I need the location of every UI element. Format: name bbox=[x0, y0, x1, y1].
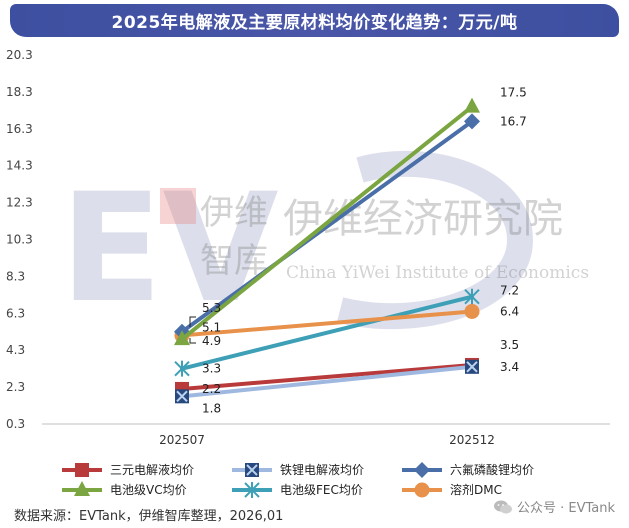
y-tick-label: 6.3 bbox=[6, 306, 25, 320]
data-label: 16.7 bbox=[500, 114, 527, 128]
legend-marker bbox=[74, 481, 90, 496]
data-label: 3.5 bbox=[500, 338, 519, 352]
series-line bbox=[180, 362, 474, 391]
data-label: 3.4 bbox=[500, 360, 519, 374]
data-point bbox=[174, 360, 190, 377]
series-line bbox=[180, 294, 474, 371]
y-tick-label: 8.3 bbox=[6, 269, 25, 283]
legend-marker bbox=[414, 482, 430, 498]
data-label: 7.2 bbox=[500, 284, 519, 298]
y-tick-label: 12.3 bbox=[6, 196, 33, 210]
y-tick-label: 14.3 bbox=[6, 159, 33, 173]
legend-label: 六氟磷酸锂均价 bbox=[450, 462, 534, 477]
wechat-label: 公众号 · EVTank bbox=[516, 501, 615, 516]
y-tick-label: 16.3 bbox=[6, 122, 33, 136]
y-tick-label: 0.3 bbox=[6, 417, 25, 431]
data-point bbox=[464, 288, 480, 305]
legend-marker bbox=[245, 463, 259, 477]
data-point bbox=[174, 330, 190, 346]
data-label: 5.1 bbox=[202, 320, 221, 334]
label-leader bbox=[189, 338, 196, 344]
chart-title-bar: 2025年电解液及主要原材料均价变化趋势：万元/吨 bbox=[10, 4, 619, 37]
legend-item: 铁锂电解液均价 bbox=[232, 462, 364, 477]
chart-title: 2025年电解液及主要原材料均价变化趋势：万元/吨 bbox=[111, 13, 518, 33]
legend-item: 电池级FEC均价 bbox=[232, 482, 363, 498]
data-point bbox=[464, 113, 480, 130]
data-label: 6.4 bbox=[500, 304, 519, 318]
x-tick-label: 202507 bbox=[159, 433, 205, 447]
legend-label: 三元电解液均价 bbox=[110, 462, 194, 477]
label-leader bbox=[189, 316, 196, 327]
data-source-note: 数据来源：EVTank，伊维智库整理，2026,01 bbox=[14, 509, 284, 524]
legend-item: 电池级VC均价 bbox=[62, 481, 187, 497]
series-2 bbox=[175, 359, 479, 404]
watermark-cn: 伊维经济研究院 bbox=[283, 196, 563, 242]
watermark-logo-block bbox=[160, 188, 196, 224]
legend-marker bbox=[414, 462, 430, 478]
watermark-letters: EV bbox=[60, 162, 279, 336]
y-tick-label: 4.3 bbox=[6, 343, 25, 357]
watermark: EV bbox=[60, 150, 534, 336]
legend-label: 电池级FEC均价 bbox=[280, 483, 363, 497]
legend-item: 三元电解液均价 bbox=[62, 462, 194, 477]
data-label: 2.2 bbox=[202, 382, 221, 396]
series-line bbox=[180, 104, 474, 342]
legend-label: 铁锂电解液均价 bbox=[280, 462, 364, 477]
series-line bbox=[180, 364, 474, 399]
legend-label: 溶剂DMC bbox=[450, 482, 502, 497]
wechat-icon bbox=[493, 500, 512, 513]
legend-item: 溶剂DMC bbox=[402, 482, 502, 498]
data-label: 17.5 bbox=[500, 86, 527, 100]
data-point bbox=[464, 97, 480, 113]
data-point bbox=[465, 359, 479, 374]
y-tick-label: 10.3 bbox=[6, 233, 33, 247]
y-tick-label: 18.3 bbox=[6, 85, 33, 99]
data-label: 5.3 bbox=[202, 301, 221, 315]
legend-label: 电池级VC均价 bbox=[110, 483, 187, 497]
series-5 bbox=[174, 288, 480, 377]
watermark-logo-top: 伊维 bbox=[200, 193, 268, 233]
legend-marker bbox=[244, 482, 260, 498]
series-4 bbox=[174, 97, 480, 346]
y-tick-label: 2.3 bbox=[6, 380, 25, 394]
data-label: 3.3 bbox=[202, 362, 221, 376]
y-tick-label: 20.3 bbox=[6, 48, 33, 62]
legend-marker bbox=[75, 463, 89, 477]
x-tick-label: 202512 bbox=[449, 433, 495, 447]
watermark-en: China YiWei Institute of Economics bbox=[286, 263, 589, 283]
data-label: 4.9 bbox=[202, 334, 221, 348]
watermark-logo-bottom: 智库 bbox=[200, 241, 268, 281]
series-line bbox=[180, 119, 474, 334]
legend-item: 六氟磷酸锂均价 bbox=[402, 462, 534, 478]
data-point bbox=[464, 303, 480, 319]
wechat-tag: 公众号 · EVTank bbox=[493, 497, 615, 516]
data-point bbox=[175, 389, 189, 404]
series-line bbox=[180, 309, 474, 338]
data-label: 1.8 bbox=[202, 401, 221, 415]
